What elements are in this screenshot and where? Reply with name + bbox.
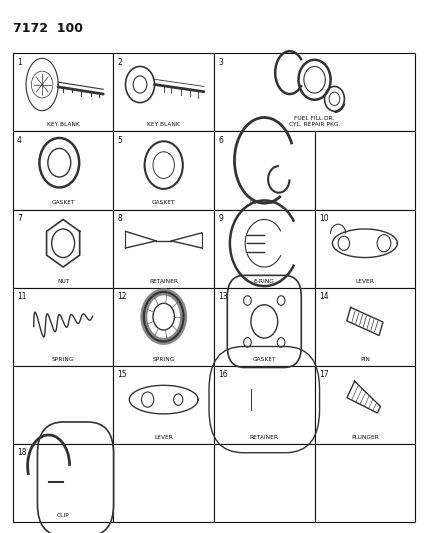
Bar — [13, 53, 113, 132]
Text: 2: 2 — [118, 58, 122, 67]
Text: PLUNGER: PLUNGER — [351, 435, 379, 440]
Text: 16: 16 — [218, 370, 228, 379]
Bar — [113, 53, 214, 132]
Bar — [13, 209, 113, 288]
Bar — [214, 444, 315, 522]
Text: 8: 8 — [118, 214, 122, 223]
Bar — [13, 366, 113, 444]
Text: 10: 10 — [319, 214, 328, 223]
Text: 7: 7 — [17, 214, 22, 223]
Text: 12: 12 — [118, 292, 127, 301]
Text: 15: 15 — [118, 370, 127, 379]
Bar — [315, 366, 415, 444]
Text: 3: 3 — [218, 58, 223, 67]
Text: KEY BLANK: KEY BLANK — [147, 122, 180, 127]
Text: FUEL FILL DR.
CYL. REPAIR PKG.: FUEL FILL DR. CYL. REPAIR PKG. — [289, 116, 340, 127]
Text: RETAINER: RETAINER — [250, 200, 279, 205]
Bar — [214, 288, 315, 366]
Bar — [214, 53, 415, 132]
Text: GASKET: GASKET — [253, 357, 276, 362]
Text: 9: 9 — [218, 214, 223, 223]
Text: SPRING: SPRING — [152, 357, 175, 362]
Text: CLIP: CLIP — [57, 513, 69, 518]
Text: 18: 18 — [17, 448, 27, 457]
Text: KEY BLANK: KEY BLANK — [47, 122, 80, 127]
Text: 4: 4 — [17, 136, 22, 145]
Bar — [315, 132, 415, 209]
Bar — [113, 209, 214, 288]
Text: LEVER: LEVER — [154, 435, 173, 440]
Text: 7172  100: 7172 100 — [13, 22, 83, 35]
Text: 14: 14 — [319, 292, 328, 301]
Bar — [214, 132, 315, 209]
Text: 13: 13 — [218, 292, 228, 301]
Text: 1: 1 — [17, 58, 22, 67]
Text: E-RING: E-RING — [254, 279, 275, 284]
Text: 6: 6 — [218, 136, 223, 145]
Bar — [113, 288, 214, 366]
Text: 5: 5 — [118, 136, 122, 145]
Bar — [315, 209, 415, 288]
Bar — [113, 366, 214, 444]
Bar — [214, 209, 315, 288]
Text: GASKET: GASKET — [51, 200, 75, 205]
Text: PIN: PIN — [360, 357, 370, 362]
Text: 11: 11 — [17, 292, 27, 301]
Bar — [113, 444, 214, 522]
Bar — [315, 444, 415, 522]
Text: NUT: NUT — [57, 279, 69, 284]
Text: RETAINER: RETAINER — [250, 435, 279, 440]
Text: SPRING: SPRING — [52, 357, 74, 362]
Bar — [13, 132, 113, 209]
Text: 17: 17 — [319, 370, 328, 379]
Text: RETAINER: RETAINER — [149, 279, 178, 284]
Bar — [13, 288, 113, 366]
Bar — [113, 132, 214, 209]
Bar — [315, 288, 415, 366]
Bar — [13, 444, 113, 522]
Bar — [214, 366, 315, 444]
Text: LEVER: LEVER — [355, 279, 374, 284]
Text: GASKET: GASKET — [152, 200, 175, 205]
